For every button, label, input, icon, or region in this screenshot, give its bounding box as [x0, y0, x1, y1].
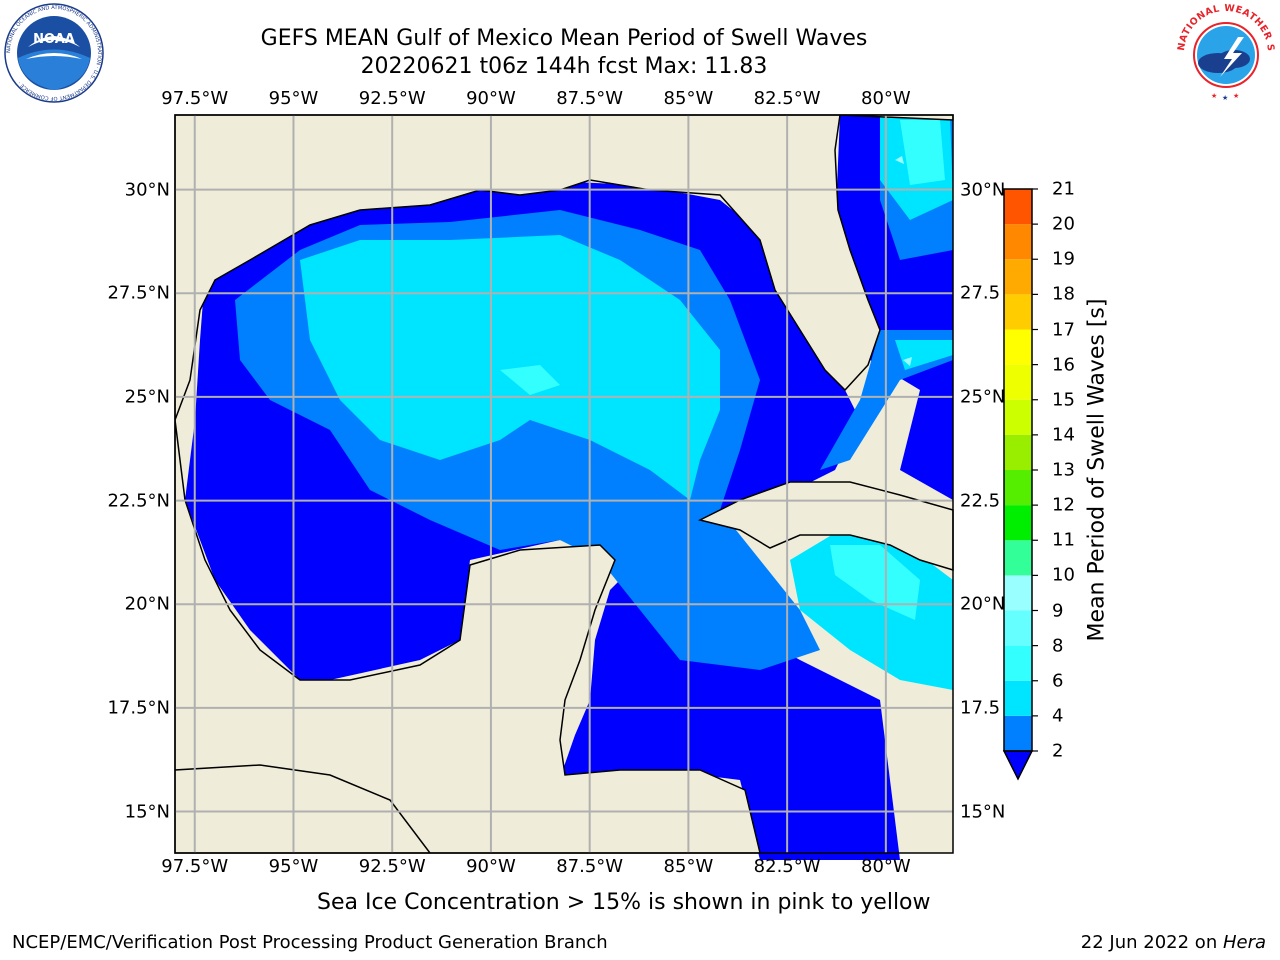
svg-text:★: ★ [1211, 92, 1217, 100]
colorbar-segment [1004, 294, 1032, 330]
lon-tick-top: 82.5°W [753, 88, 821, 109]
coastline [174, 114, 954, 421]
swell-contour [903, 357, 912, 366]
lon-tick-bottom: 97.5°W [161, 856, 229, 877]
colorbar-tick-label: 8 [1052, 635, 1064, 657]
lat-tick-right: 27.5 [960, 282, 1001, 304]
colorbar-tick-label: 9 [1052, 600, 1064, 621]
colorbar-tick-label: 18 [1052, 283, 1075, 305]
lon-tick-top: 87.5°W [556, 88, 624, 109]
colorbar-segment [1004, 434, 1032, 470]
colorbar-tick-label: 6 [1052, 670, 1064, 692]
lat-tick-left: 20°N [124, 593, 170, 615]
swell-contour [500, 365, 560, 395]
footer-branch: NCEP/EMC/Verification Post Processing Pr… [12, 932, 608, 953]
chart-title: GEFS MEAN Gulf of Mexico Mean Period of … [260, 26, 868, 51]
lon-tick-bottom: 90°W [466, 856, 516, 877]
lat-tick-left: 27.5°N [107, 282, 170, 304]
colorbar-tick-label: 20 [1052, 213, 1075, 235]
lon-tick-top: 97.5°W [161, 88, 229, 109]
coastline [697, 481, 954, 572]
map-frame [174, 114, 954, 854]
colorbar-tick-label: 12 [1052, 494, 1075, 516]
lat-tick-left: 25°N [124, 386, 170, 408]
swell-contour [900, 120, 945, 185]
lon-tick-bottom: 92.5°W [358, 856, 426, 877]
colorbar-tick-label: 15 [1052, 389, 1075, 411]
colorbar-under-arrow [1002, 750, 1034, 781]
lat-tick-right: 17.5 [960, 697, 1001, 719]
footer-host: Hera [1222, 932, 1266, 953]
colorbar-tick-label: 13 [1052, 459, 1075, 481]
colorbar-segment [1004, 399, 1032, 435]
swell-contour [895, 156, 904, 164]
colorbar-segment [1004, 470, 1032, 506]
colorbar-segment [1004, 505, 1032, 541]
colorbar-tick-label: 10 [1052, 564, 1075, 586]
lon-tick-top: 92.5°W [358, 88, 426, 109]
colorbar-tick-label: 16 [1052, 354, 1075, 376]
lat-lon-grid [175, 115, 953, 853]
lon-tick-bottom: 85°W [663, 856, 714, 877]
lon-tick-top: 95°W [268, 88, 319, 109]
lon-tick-bottom: 87.5°W [556, 856, 624, 877]
noaa-logo-text: NOAA [33, 32, 75, 47]
colorbar-tick-label: 11 [1052, 529, 1075, 551]
lat-tick-right: 25°N [960, 386, 1006, 408]
lon-tick-top: 90°W [466, 88, 516, 109]
colorbar-segment [1004, 329, 1032, 365]
lon-tick-top: 80°W [861, 88, 911, 109]
colorbar-tick-label: 21 [1052, 178, 1075, 200]
colorbar-tick-label: 2 [1052, 740, 1064, 762]
colorbar-tick-label: 4 [1052, 705, 1064, 727]
swell-contour [830, 545, 920, 620]
colorbar-label: Mean Period of Swell Waves [s] [1084, 298, 1110, 642]
lon-tick-bottom: 95°W [268, 856, 319, 877]
lat-tick-left: 22.5°N [107, 490, 170, 512]
lon-tick-bottom: 80°W [861, 856, 911, 877]
lat-tick-right: 22.5 [960, 490, 1001, 512]
lat-tick-right: 15°N [960, 801, 1006, 823]
footer-date: 22 Jun 2022 on Hera [1080, 932, 1266, 953]
lat-tick-right: 30°N [960, 179, 1006, 201]
swell-contour [300, 235, 720, 500]
lat-tick-left: 15°N [124, 801, 170, 823]
lat-tick-left: 17.5°N [107, 697, 170, 719]
colorbar-tick-label: 17 [1052, 319, 1075, 340]
colorbar-segment [1004, 224, 1032, 260]
chart-subtitle: 20220621 t06z 144h fcst Max: 11.83 [360, 54, 768, 79]
colorbar-segment [1004, 259, 1032, 295]
colorbar-tick-label: 14 [1052, 424, 1075, 446]
svg-text:★: ★ [1222, 94, 1228, 102]
noaa-logo: NATIONAL OCEANIC AND ATMOSPHERIC ADMINIS… [4, 3, 104, 103]
nws-logo: NATIONAL WEATHER SERVICE ★ ★ ★ [1176, 3, 1276, 102]
colorbar-segment [1004, 680, 1032, 716]
colorbar-tick-label: 19 [1052, 248, 1075, 270]
colorbar-segment [1004, 540, 1032, 576]
lat-tick-right: 20°N [960, 593, 1006, 615]
colorbar-segment [1004, 715, 1032, 751]
colorbar-segment [1004, 364, 1032, 400]
lat-tick-left: 30°N [124, 179, 170, 201]
lon-tick-top: 85°W [663, 88, 714, 109]
colorbar-segment [1004, 575, 1032, 611]
swell-contour [790, 530, 953, 690]
colorbar-segment [1004, 645, 1032, 681]
svg-text:★: ★ [1233, 92, 1239, 100]
lon-tick-bottom: 82.5°W [753, 856, 821, 877]
colorbar-segment [1004, 189, 1032, 225]
colorbar-segment [1004, 610, 1032, 646]
